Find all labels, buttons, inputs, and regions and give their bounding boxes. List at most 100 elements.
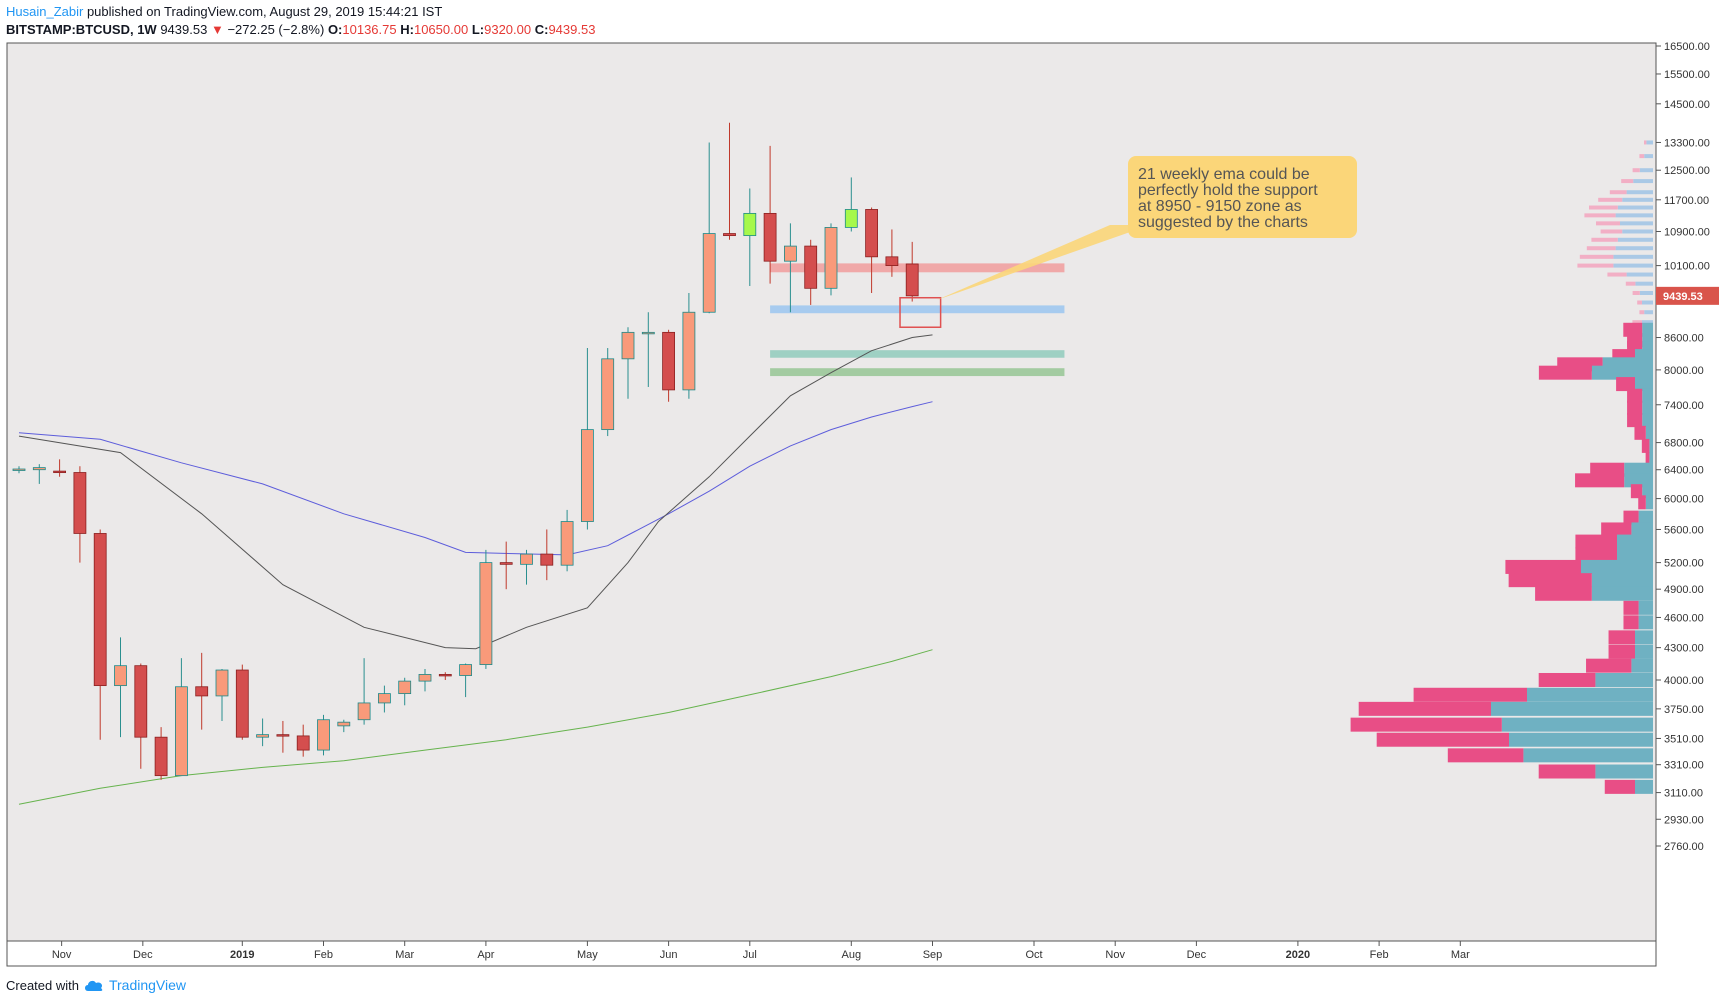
last-price: 9439.53	[160, 22, 208, 37]
volume-profile-buy-bar	[1638, 510, 1653, 525]
down-arrow-icon: ▼	[210, 22, 224, 37]
symbol-legend: BITSTAMP:BTCUSD, 1W 9439.53 ▼ −272.25 (−…	[6, 22, 595, 37]
volume-profile-sell-bar	[1590, 462, 1625, 477]
volume-profile-buy-bar	[1622, 197, 1653, 202]
time-tick-label: Feb	[1370, 949, 1389, 961]
price-tick-label: 5200.00	[1664, 558, 1704, 570]
author-link[interactable]: Husain_Zabir	[6, 4, 84, 19]
callout-text-line: at 8950 - 9150 zone as	[1138, 198, 1302, 215]
volume-profile-buy-bar	[1591, 365, 1653, 380]
price-tick-label: 10100.00	[1664, 261, 1710, 273]
volume-profile-buy-bar	[1523, 748, 1653, 763]
time-tick-label: Jul	[743, 949, 757, 961]
volume-profile-sell-bar	[1538, 764, 1596, 779]
support-zone	[770, 305, 1065, 314]
price-tick-label: 11700.00	[1664, 195, 1709, 207]
volume-profile-sell-bar	[1586, 246, 1616, 251]
volume-profile-buy-bar	[1626, 190, 1653, 195]
candle-body	[357, 702, 371, 721]
volume-profile-buy-bar	[1624, 473, 1653, 488]
volume-profile-sell-bar	[1623, 600, 1639, 615]
close-label: C:	[534, 22, 549, 37]
symbol-name: BITSTAMP:BTCUSD, 1W	[6, 22, 157, 37]
low-label: L:	[471, 22, 485, 37]
time-tick-label: Sep	[923, 949, 943, 961]
volume-profile-sell-bar	[1639, 154, 1645, 159]
volume-profile-sell-bar	[1584, 213, 1616, 218]
time-tick-label: May	[577, 949, 598, 961]
time-tick-label: 2020	[1286, 949, 1310, 961]
volume-profile-sell-bar	[1609, 190, 1627, 195]
callout-box[interactable]	[1128, 156, 1357, 238]
candle-body	[499, 562, 513, 565]
open-value: 10136.75	[342, 22, 397, 37]
volume-profile-buy-bar	[1635, 779, 1653, 794]
volume-profile-sell-bar	[1632, 290, 1640, 295]
price-tick-label: 14500.00	[1664, 99, 1710, 111]
time-tick-label: Jun	[660, 949, 678, 961]
price-tick-label: 12500.00	[1664, 165, 1710, 177]
volume-profile-buy-bar	[1491, 701, 1653, 716]
volume-profile-sell-bar	[1639, 310, 1645, 315]
candle-body	[154, 736, 168, 777]
time-axis[interactable]: Nov Dec 2019 Feb Mar Apr May Jun Jul Aug Sep Oct Nov…	[52, 941, 1470, 961]
candle-body	[317, 719, 330, 751]
volume-profile-sell-bar	[1608, 644, 1635, 659]
price-tick-label: 3510.00	[1664, 733, 1704, 745]
candle-body	[32, 467, 46, 471]
volume-profile-buy-bar	[1595, 672, 1653, 687]
volume-profile-sell-bar	[1627, 413, 1643, 428]
volume-profile-buy-bar	[1631, 658, 1653, 673]
price-tick-label: 4900.00	[1664, 584, 1704, 596]
volume-profile-buy-bar	[1642, 413, 1653, 428]
volume-profile-sell-bar	[1623, 615, 1639, 630]
volume-profile-buy-bar	[1622, 229, 1653, 234]
volume-profile-sell-bar	[1608, 630, 1635, 645]
tradingview-brand[interactable]: TradingView	[108, 977, 187, 993]
volume-profile-sell-bar	[1577, 263, 1614, 268]
candle-body	[844, 209, 858, 228]
candle-body	[662, 331, 675, 391]
candle-body	[621, 331, 635, 360]
time-tick-label: Apr	[477, 949, 494, 961]
candle-body	[540, 553, 554, 566]
time-tick-label: Dec	[133, 949, 153, 961]
candle-body	[723, 233, 736, 237]
time-tick-label: Mar	[1451, 949, 1470, 961]
volume-profile-sell-bar	[1601, 522, 1632, 537]
support-zone	[770, 368, 1065, 377]
volume-profile-buy-bar	[1646, 140, 1653, 145]
time-tick-label: Aug	[842, 949, 862, 961]
candle-body	[865, 209, 878, 258]
footer: Created with TradingView	[6, 977, 186, 993]
volume-profile-buy-bar	[1631, 522, 1653, 537]
volume-profile-sell-bar	[1600, 229, 1623, 234]
volume-profile-sell-bar	[1508, 573, 1592, 588]
publish-date: published on TradingView.com, August 29,…	[86, 4, 443, 19]
candle-body	[641, 331, 655, 335]
price-axis[interactable]: 16500.00 15500.00 14500.00 13300.00 12500.00…	[1656, 41, 1719, 853]
candle-body	[459, 664, 473, 676]
candle-body	[256, 734, 270, 738]
volume-profile-buy-bar	[1642, 484, 1653, 499]
candle-body	[134, 665, 148, 738]
volume-profile-buy-bar	[1615, 246, 1653, 251]
volume-profile-sell-bar	[1641, 438, 1650, 453]
volume-profile-sell-bar	[1630, 484, 1643, 499]
publish-info: Husain_Zabir published on TradingView.co…	[6, 4, 442, 19]
price-tick-label: 3110.00	[1664, 788, 1703, 800]
volume-profile-sell-bar	[1632, 320, 1642, 325]
time-tick-label: Nov	[52, 949, 72, 961]
volume-profile-sell-bar	[1627, 388, 1643, 403]
price-tick-label: 10900.00	[1664, 226, 1710, 238]
volume-profile-sell-bar	[1413, 687, 1527, 702]
volume-profile-buy-bar	[1620, 221, 1653, 226]
volume-profile-buy-bar	[1645, 495, 1653, 510]
candle-body	[377, 693, 391, 704]
candles	[12, 122, 919, 780]
candle-body	[174, 686, 188, 777]
volume-profile-buy-bar	[1501, 717, 1653, 732]
price-tick-label: 3750.00	[1664, 704, 1704, 716]
